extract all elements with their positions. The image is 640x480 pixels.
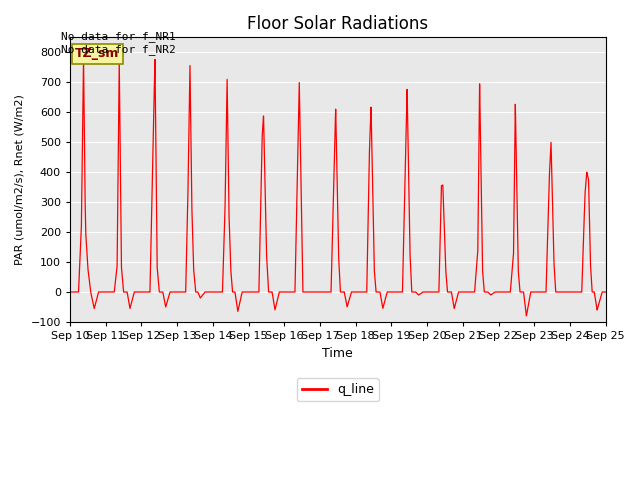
Legend: q_line: q_line <box>297 378 379 401</box>
Text: TZ_sm: TZ_sm <box>76 47 120 60</box>
Y-axis label: PAR (umol/m2/s), Rnet (W/m2): PAR (umol/m2/s), Rnet (W/m2) <box>15 94 25 265</box>
Title: Floor Solar Radiations: Floor Solar Radiations <box>247 15 428 33</box>
X-axis label: Time: Time <box>323 347 353 360</box>
Text: No data for f_NR1
No data for f_NR2: No data for f_NR1 No data for f_NR2 <box>61 31 175 55</box>
